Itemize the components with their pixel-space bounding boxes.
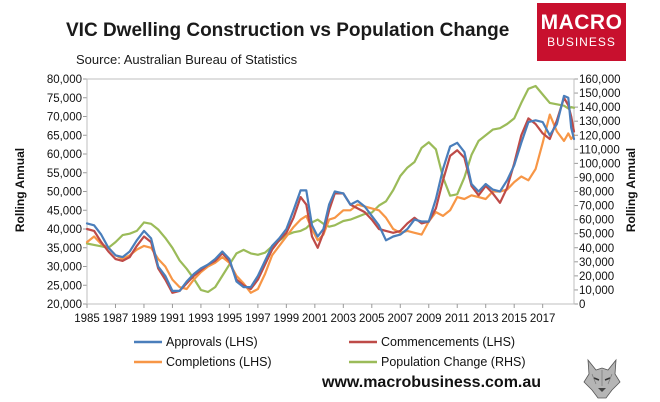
x-tick-label: 2005: [359, 313, 385, 325]
left-y-tick-label: 70,000: [47, 112, 82, 124]
site-url[interactable]: www.macrobusiness.com.au: [322, 374, 542, 391]
chart-series: [85, 84, 576, 294]
legend-label: Completions (LHS): [166, 355, 272, 369]
left-y-tick-label: 35,000: [47, 243, 82, 255]
right-y-tick-label: 160,000: [579, 74, 621, 86]
x-tick-label: 1993: [188, 313, 214, 325]
legend-item-population: Population Change (RHS): [349, 355, 526, 369]
right-y-tick-label: 30,000: [579, 257, 614, 269]
legend-label: Commencements (LHS): [381, 335, 515, 349]
logo-line-1: MACRO: [540, 11, 623, 34]
left-y-tick-label: 75,000: [47, 93, 82, 105]
x-tick-label: 1987: [103, 313, 129, 325]
left-y-tick-label: 30,000: [47, 262, 82, 274]
x-tick-label: 2015: [501, 313, 527, 325]
left-y-tick-label: 20,000: [47, 299, 82, 311]
x-tick-label: 2007: [387, 313, 413, 325]
legend-label: Population Change (RHS): [381, 355, 526, 369]
x-tick-label: 1995: [217, 313, 243, 325]
left-y-tick-label: 65,000: [47, 130, 82, 142]
left-y-axis-label: Rolling Annual: [13, 148, 27, 232]
right-y-tick-label: 140,000: [579, 102, 621, 114]
right-y-tick-label: 100,000: [579, 158, 621, 170]
chart-title: VIC Dwelling Construction vs Population …: [66, 20, 510, 41]
legend-item-approvals: Approvals (LHS): [134, 335, 258, 349]
left-y-tick-label: 80,000: [47, 74, 82, 86]
left-y-tick-label: 40,000: [47, 224, 82, 236]
right-y-tick-label: 60,000: [579, 215, 614, 227]
right-y-tick-label: 10,000: [579, 285, 614, 297]
right-y-axis-label: Rolling Annual: [624, 148, 638, 232]
right-y-tick-label: 70,000: [579, 201, 614, 213]
x-tick-label: 2009: [416, 313, 442, 325]
approvals-series-line: [85, 94, 576, 292]
left-y-tick-label: 55,000: [47, 168, 82, 180]
legend-item-completions: Completions (LHS): [134, 355, 272, 369]
plot-area-border: [86, 78, 575, 305]
right-y-tick-label: 120,000: [579, 130, 621, 142]
right-y-tick-label: 130,000: [579, 116, 621, 128]
left-y-tick-label: 45,000: [47, 205, 82, 217]
right-y-tick-label: 80,000: [579, 187, 614, 199]
macrobusiness-logo[interactable]: MACRO BUSINESS: [537, 3, 626, 61]
x-tick-label: 1999: [274, 313, 300, 325]
x-tick-label: 2001: [302, 313, 328, 325]
right-y-tick-label: 40,000: [579, 243, 614, 255]
x-tick-label: 2017: [530, 313, 556, 325]
population-series-line: [85, 84, 576, 294]
chart-legend: Approvals (LHS) Commencements (LHS) Comple…: [134, 335, 526, 369]
right-y-axis: 0 10,000 20,000 30,000 40,000 50,000 60,000 70,…: [574, 74, 621, 311]
right-y-tick-label: 150,000: [579, 88, 621, 100]
right-y-tick-label: 90,000: [579, 172, 614, 184]
x-tick-label: 1991: [160, 313, 186, 325]
x-axis: 1985 1987 1989 1991 1993 1995 1997 1999 2001 2003…: [74, 78, 575, 325]
right-y-tick-label: 0: [579, 299, 585, 311]
x-tick-label: 1997: [245, 313, 271, 325]
left-y-tick-label: 25,000: [47, 280, 82, 292]
right-y-tick-label: 110,000: [579, 144, 620, 156]
left-y-axis: 20,000 25,000 30,000 35,000 40,000 45,000 50,0…: [47, 74, 87, 311]
x-tick-label: 1985: [74, 313, 100, 325]
left-y-tick-label: 60,000: [47, 149, 82, 161]
right-y-tick-label: 20,000: [579, 271, 614, 283]
logo-line-2: BUSINESS: [547, 35, 616, 49]
wolf-logo-icon: [583, 358, 621, 399]
x-tick-label: 1989: [131, 313, 157, 325]
x-tick-label: 2011: [445, 313, 470, 325]
legend-label: Approvals (LHS): [166, 335, 258, 349]
right-y-tick-label: 50,000: [579, 229, 614, 241]
legend-item-commencements: Commencements (LHS): [349, 335, 515, 349]
left-y-tick-label: 50,000: [47, 187, 82, 199]
x-tick-label: 2013: [473, 313, 499, 325]
x-tick-label: 2003: [331, 313, 357, 325]
chart-subtitle: Source: Australian Bureau of Statistics: [76, 52, 298, 67]
